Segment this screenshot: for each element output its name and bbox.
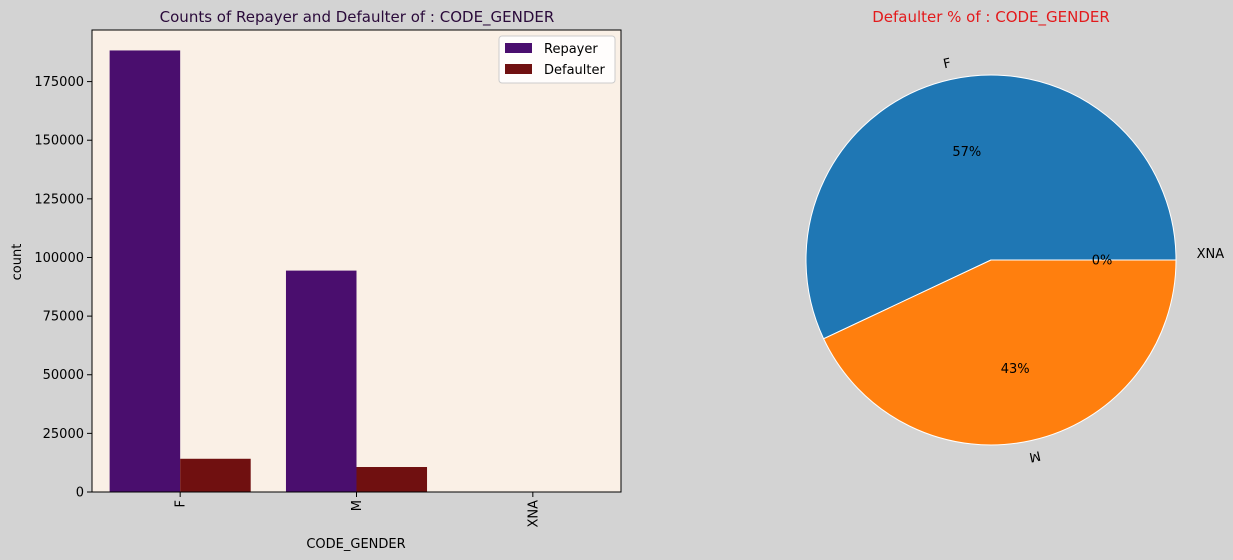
- pie-labels: 57% F 43% M 0% XNA: [942, 56, 1224, 464]
- y-tick-label: 100000: [34, 251, 84, 266]
- x-tick-label-f: F: [174, 500, 189, 507]
- legend-swatch-defaulter: [505, 64, 532, 74]
- pie-label-m: M: [1028, 447, 1042, 464]
- y-axis-label: count: [10, 244, 25, 281]
- pie-slice-m: [822, 259, 1177, 446]
- pie-label-xna: XNA: [1197, 247, 1225, 262]
- bar-chart-title: Counts of Repayer and Defaulter of : COD…: [160, 8, 555, 27]
- pie-label-f: F: [942, 56, 953, 72]
- x-axis-label: CODE_GENDER: [306, 537, 405, 552]
- pie-pct-label-m: 43%: [1001, 362, 1030, 377]
- y-tick-label: 50000: [43, 368, 84, 383]
- pie-slice-f: [805, 74, 1177, 340]
- pie-slices: [805, 74, 1177, 446]
- legend-swatch-repayer: [505, 43, 532, 53]
- bar-chart: Counts of Repayer and Defaulter of : COD…: [10, 8, 622, 552]
- pie-chart-title: Defaulter % of : CODE_GENDER: [872, 8, 1110, 27]
- pie-pct-label-xna: 0%: [1092, 254, 1113, 269]
- bar-repayer-m: [285, 270, 357, 492]
- legend-label-repayer: Repayer: [544, 42, 598, 57]
- y-tick-label: 150000: [34, 134, 84, 149]
- pie-pct-label-f: 57%: [952, 145, 981, 160]
- y-tick-label: 25000: [43, 427, 84, 442]
- bars-group: [109, 50, 533, 492]
- x-axis-ticks: F M XNA: [174, 492, 541, 528]
- bar-repayer-f: [109, 50, 181, 492]
- bar-defaulter-m: [356, 467, 428, 492]
- y-tick-label: 75000: [43, 310, 84, 325]
- plot-frame: [91, 29, 622, 493]
- y-axis-ticks: 0 25000 50000 75000 100000 125000 150000 175000: [34, 75, 92, 501]
- legend: Repayer Defaulter: [498, 35, 616, 84]
- y-tick-label: 0: [76, 486, 84, 501]
- bar-defaulter-f: [180, 458, 251, 492]
- y-tick-label: 175000: [34, 75, 84, 90]
- y-tick-label: 125000: [34, 192, 84, 207]
- x-tick-label-xna: XNA: [526, 500, 541, 528]
- legend-label-defaulter: Defaulter: [544, 63, 605, 78]
- x-tick-label-m: M: [350, 500, 365, 511]
- pie-chart: Defaulter % of : CODE_GENDER 57% F 43% M 0% X…: [805, 8, 1224, 464]
